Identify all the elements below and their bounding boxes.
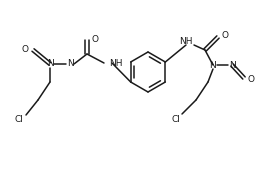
- Text: O: O: [222, 30, 229, 39]
- Text: NH: NH: [109, 58, 123, 67]
- Text: O: O: [91, 35, 98, 44]
- Text: O: O: [248, 75, 255, 84]
- Text: NH: NH: [179, 38, 193, 47]
- Text: N: N: [47, 59, 53, 69]
- Text: O: O: [22, 45, 29, 54]
- Text: Cl: Cl: [171, 115, 180, 123]
- Text: N: N: [229, 61, 235, 70]
- Text: N: N: [210, 61, 216, 70]
- Text: N: N: [67, 59, 74, 69]
- Text: Cl: Cl: [14, 115, 23, 124]
